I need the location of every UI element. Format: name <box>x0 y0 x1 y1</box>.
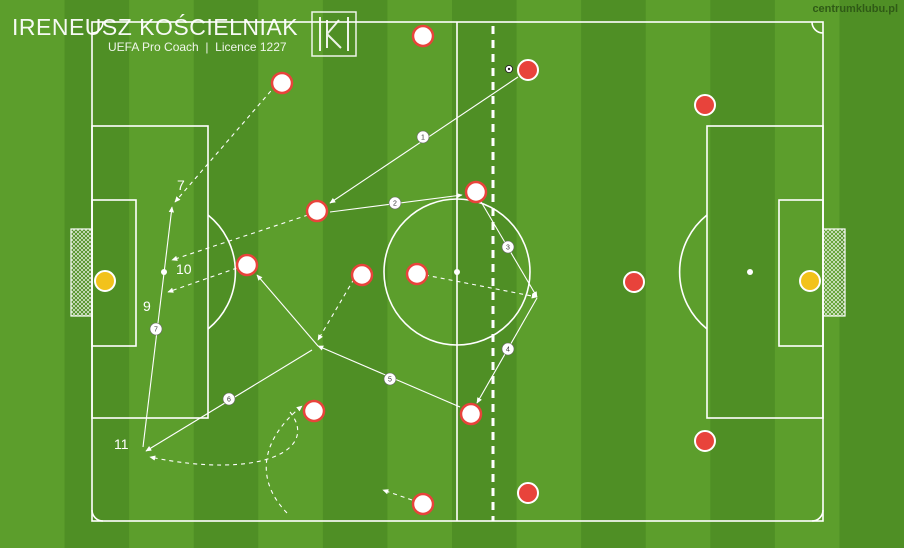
run-arrow <box>174 84 277 203</box>
run-lines <box>149 84 538 514</box>
pass-number-label: 3 <box>506 245 510 252</box>
left-goal <box>70 228 93 317</box>
player-white[interactable] <box>305 199 329 223</box>
position-label-9: 9 <box>143 298 151 314</box>
pass-number-label: 5 <box>388 377 392 384</box>
player-goalkeeper-red[interactable] <box>799 270 821 292</box>
red-team <box>517 59 716 504</box>
player-white[interactable] <box>302 399 326 423</box>
player-white[interactable] <box>350 263 374 287</box>
pass-number-label: 1 <box>421 135 425 142</box>
left-penalty-arc <box>207 214 237 330</box>
position-label-7: 7 <box>177 177 185 193</box>
run-arrow <box>424 274 538 299</box>
coach-name: IRENEUSZ KOŚCIELNIAK <box>12 14 299 40</box>
coach-credentials: UEFA Pro Coach | Licence 1227 <box>108 40 287 54</box>
pass-number-badge: 2 <box>388 196 402 210</box>
pass-number-label: 2 <box>393 201 397 208</box>
run-arrow <box>265 405 303 514</box>
player-white[interactable] <box>235 253 259 277</box>
player-white[interactable] <box>411 492 435 516</box>
player-white[interactable] <box>464 180 488 204</box>
player-goalkeeper-white[interactable] <box>94 270 116 292</box>
pass-number-badge: 3 <box>501 240 515 254</box>
pass-sequence-badges: 1 2 3 4 5 6 7 <box>149 130 515 406</box>
player-red[interactable] <box>517 482 539 504</box>
centre-spot <box>454 269 460 275</box>
run-arrow <box>149 411 299 466</box>
white-team <box>235 24 488 516</box>
right-penalty-arc <box>678 214 708 330</box>
pass-number-label: 6 <box>227 397 231 404</box>
watermark-site: centrumklubu.pl <box>812 3 898 15</box>
right-penalty-spot <box>747 269 753 275</box>
player-white[interactable] <box>270 71 294 95</box>
pass-number-label: 7 <box>154 327 158 334</box>
pass-number-badge: 7 <box>149 322 163 336</box>
ball-icon[interactable] <box>504 64 514 74</box>
player-white[interactable] <box>459 402 483 426</box>
ik-logo <box>311 11 357 57</box>
pass-number-badge: 1 <box>416 130 430 144</box>
position-label-10: 10 <box>176 261 192 277</box>
pass-number-badge: 6 <box>222 392 236 406</box>
run-arrow <box>382 489 413 501</box>
pass-arrow <box>256 274 319 347</box>
player-red[interactable] <box>517 59 539 81</box>
player-white[interactable] <box>405 262 429 286</box>
player-white[interactable] <box>411 24 435 48</box>
pass-number-badge: 4 <box>501 342 515 356</box>
player-red[interactable] <box>694 94 716 116</box>
pass-number-label: 4 <box>506 347 510 354</box>
position-label-11: 11 <box>114 436 129 452</box>
player-red[interactable] <box>694 430 716 452</box>
pass-number-badge: 5 <box>383 372 397 386</box>
centre-circle <box>383 198 531 346</box>
right-goal <box>822 228 846 317</box>
player-red[interactable] <box>623 271 645 293</box>
run-arrow <box>317 278 355 341</box>
